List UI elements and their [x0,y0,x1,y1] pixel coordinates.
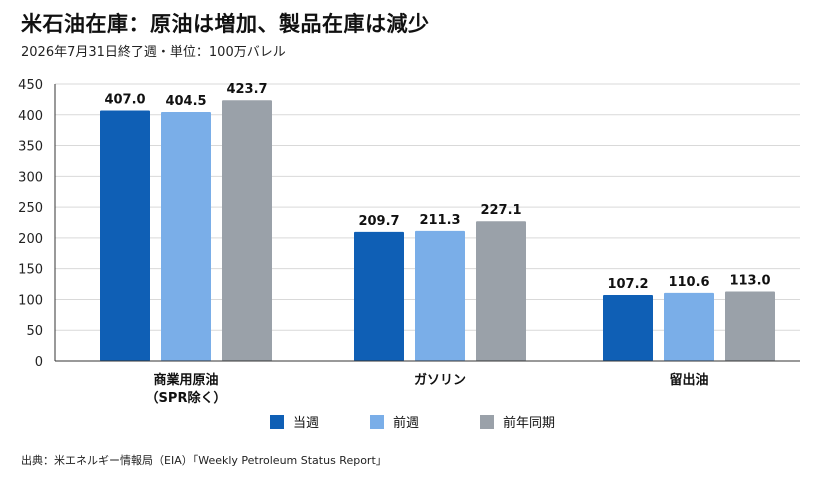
bar [603,295,653,361]
legend-swatch [480,415,494,429]
legend-label: 前週 [393,415,419,431]
y-tick-label: 250 [18,201,43,216]
category-labels: 商業用原油 （SPR除く） ガソリン 留出油 [146,372,709,406]
chart-title: 米石油在庫：原油は増加、製品在庫は減少 [21,12,430,36]
y-tick-label: 50 [26,324,43,339]
category-label-line2: （SPR除く） [146,390,227,406]
y-axis-ticks: 0 50 100 150 200 250 300 350 400 450 [18,78,43,370]
legend-swatch [370,415,384,429]
y-tick-label: 400 [18,109,43,124]
data-label: 209.7 [358,214,399,229]
bar [415,230,465,361]
bars [100,100,775,361]
data-label: 423.7 [226,82,267,97]
data-label: 110.6 [668,275,709,290]
chart-subtitle: 2026年7月31日終了週・単位：100万バレル [21,45,286,60]
data-label: 407.0 [104,92,145,107]
bar [354,231,404,361]
y-tick-label: 0 [35,355,43,370]
bar [161,112,211,361]
y-tick-label: 150 [18,263,43,278]
bar-chart: 0 50 100 150 200 250 300 350 400 450 407.0 209.7 10… [18,78,800,431]
legend-swatch [270,415,284,429]
y-tick-label: 100 [18,293,43,308]
bar [725,291,775,361]
bar [664,292,714,361]
bar [476,221,526,361]
data-label: 227.1 [480,203,521,218]
category-label: ガソリン [414,373,466,388]
bar [222,100,272,361]
data-label: 404.5 [165,94,206,109]
category-label: 商業用原油 [153,372,218,388]
y-tick-label: 450 [18,78,43,93]
source-note: 出典：米エネルギー情報局（EIA）「Weekly Petroleum Statu… [21,454,387,467]
legend: 当週 前週 前年同期 [270,415,555,431]
y-tick-label: 200 [18,232,43,247]
data-label: 113.0 [729,273,770,288]
y-tick-label: 300 [18,170,43,185]
legend-label: 当週 [293,416,319,431]
data-label: 107.2 [607,277,648,292]
data-label: 211.3 [419,213,460,228]
data-labels: 407.0 209.7 107.2 404.5 211.3 110.6 423.7 227.1… [104,82,770,292]
axes [54,84,800,362]
bar [100,110,150,361]
y-tick-label: 350 [18,140,43,155]
category-label: 留出油 [669,372,708,388]
legend-label: 前年同期 [503,415,555,431]
